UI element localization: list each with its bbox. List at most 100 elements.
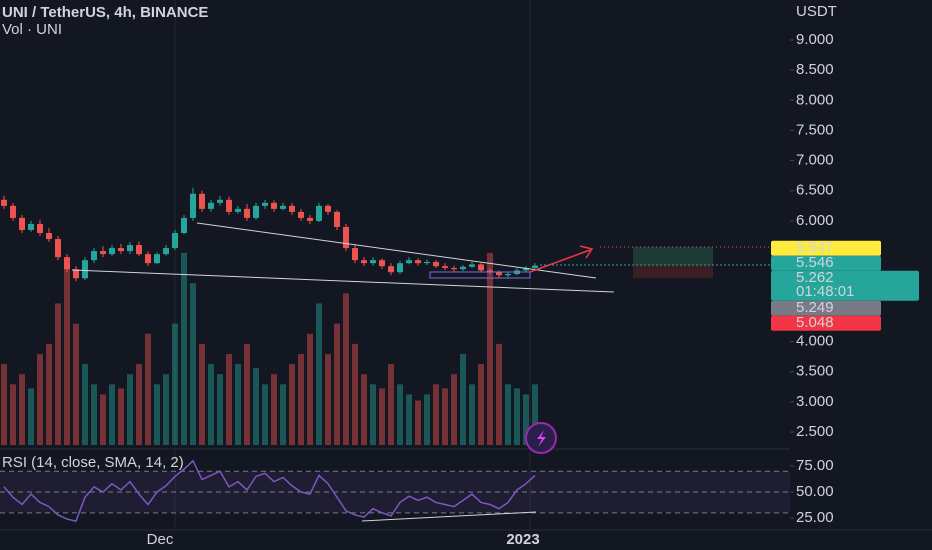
candle-body bbox=[82, 260, 88, 279]
volume-bar bbox=[73, 323, 79, 445]
candle-body bbox=[37, 223, 43, 233]
candle-body bbox=[154, 254, 160, 264]
volume-bar bbox=[262, 384, 268, 445]
candle-body bbox=[397, 263, 403, 273]
icon bbox=[537, 430, 546, 447]
volume-bar bbox=[370, 384, 376, 445]
price-label: 5.547 bbox=[796, 239, 834, 256]
trend-line bbox=[71, 269, 615, 293]
candle-body bbox=[370, 260, 376, 264]
volume-bar bbox=[478, 364, 484, 445]
y-tick-label: 2.500 bbox=[796, 423, 834, 440]
volume-bar bbox=[343, 293, 349, 445]
candle-body bbox=[46, 232, 52, 240]
volume-bar bbox=[181, 252, 187, 445]
countdown: 01:48:01 bbox=[796, 283, 854, 300]
y-tick-label: 75.00 bbox=[796, 457, 834, 474]
y-tick-label: 8.500 bbox=[796, 61, 834, 78]
candle-body bbox=[127, 245, 133, 252]
candle-body bbox=[352, 248, 358, 261]
trend-line bbox=[196, 222, 597, 279]
price-label-bg bbox=[771, 240, 881, 256]
candle-body bbox=[478, 264, 484, 271]
price-label-bg bbox=[771, 255, 881, 271]
axis-unit: USDT bbox=[796, 3, 837, 20]
price-label: 5.249 bbox=[796, 299, 834, 316]
volume-bar bbox=[1, 364, 7, 445]
candle-body bbox=[235, 208, 241, 212]
price-label-bg bbox=[771, 270, 919, 301]
target-zone bbox=[633, 247, 713, 265]
candle-body bbox=[505, 274, 511, 276]
volume-bar bbox=[532, 384, 538, 445]
volume-bar bbox=[28, 388, 34, 445]
volume-bar bbox=[397, 384, 403, 445]
candle-body bbox=[1, 199, 7, 206]
candle-body bbox=[271, 202, 277, 209]
volume-bar bbox=[325, 353, 331, 445]
volume-bar bbox=[127, 374, 133, 445]
y-tick-label: 6.000 bbox=[796, 212, 834, 229]
candle-body bbox=[298, 211, 304, 218]
volume-bar bbox=[451, 374, 457, 445]
volume-bar bbox=[145, 333, 151, 445]
price-label: 5.546 bbox=[796, 254, 834, 271]
y-tick-label: 7.500 bbox=[796, 121, 834, 138]
candle-body bbox=[442, 266, 448, 268]
volume-bar bbox=[496, 343, 502, 445]
candle-body bbox=[244, 208, 250, 218]
volume-bar bbox=[316, 303, 322, 445]
volume-bar bbox=[469, 384, 475, 445]
volume-bar bbox=[154, 384, 160, 445]
candle-body bbox=[523, 267, 529, 271]
candle-body bbox=[307, 217, 313, 221]
candle-body bbox=[163, 248, 169, 255]
volume-bar bbox=[289, 364, 295, 445]
arrow bbox=[529, 249, 591, 273]
volume-bar bbox=[244, 343, 250, 445]
candle-body bbox=[118, 248, 124, 252]
candle-body bbox=[388, 266, 394, 273]
stop-zone bbox=[633, 265, 713, 278]
y-tick-label: 50.00 bbox=[796, 483, 834, 500]
volume-bar bbox=[388, 364, 394, 445]
candle-body bbox=[208, 202, 214, 209]
volume-bar bbox=[298, 353, 304, 445]
candle-body bbox=[109, 248, 115, 255]
x-label: 2023 bbox=[506, 531, 539, 548]
marks bbox=[0, 187, 790, 523]
candle-body bbox=[487, 270, 493, 273]
candle-body bbox=[91, 251, 97, 261]
rsi-line bbox=[3, 459, 536, 523]
y-tick-label: 25.00 bbox=[796, 509, 834, 526]
y-tick-label: 3.000 bbox=[796, 393, 834, 410]
candle-body bbox=[343, 226, 349, 249]
candle-body bbox=[181, 217, 187, 233]
y-tick-label: 7.000 bbox=[796, 152, 834, 169]
volume-bar bbox=[433, 384, 439, 445]
candle-body bbox=[100, 251, 106, 255]
volume-bar bbox=[172, 323, 178, 445]
volume-bar bbox=[460, 353, 466, 445]
volume-bar bbox=[37, 353, 43, 445]
volume-bar bbox=[253, 368, 259, 445]
volume-bar bbox=[19, 374, 25, 445]
trend-line bbox=[361, 511, 537, 522]
volume-bar bbox=[334, 323, 340, 445]
candle-body bbox=[253, 205, 259, 218]
candle-body bbox=[496, 272, 502, 276]
candle-body bbox=[145, 254, 151, 264]
volume-bar bbox=[82, 364, 88, 445]
volume-bar bbox=[136, 364, 142, 445]
candle-body bbox=[226, 199, 232, 212]
candle-body bbox=[19, 217, 25, 230]
candle-body bbox=[334, 211, 340, 227]
candle-body bbox=[136, 245, 142, 255]
candle-body bbox=[280, 205, 286, 209]
candle-body bbox=[10, 205, 16, 218]
volume-bar bbox=[280, 384, 286, 445]
candle-body bbox=[451, 267, 457, 270]
volume-bar bbox=[361, 374, 367, 445]
volume-bar bbox=[64, 262, 70, 445]
